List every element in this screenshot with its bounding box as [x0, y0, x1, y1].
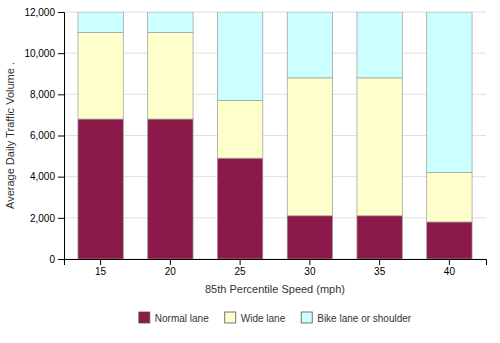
bar — [357, 12, 402, 78]
legend-label: Bike lane or shoulder — [317, 313, 412, 324]
grid-line — [64, 53, 486, 54]
tick-mark — [240, 259, 241, 265]
legend-label: Normal lane — [155, 313, 209, 324]
tick-label: 25 — [235, 266, 247, 277]
bar — [148, 12, 193, 33]
bar — [78, 33, 123, 119]
tick: 35 — [374, 259, 386, 277]
tick-label: 35 — [374, 266, 386, 277]
axis-line — [58, 13, 65, 260]
legend-label: Wide lane — [241, 313, 286, 324]
tick-mark — [100, 259, 101, 265]
chart: 0 2,000 4,000 6,000 8,000 10,000 12,000 15 20 25 3… — [0, 0, 500, 343]
tick-label: 6,000 — [30, 130, 55, 141]
tick: 40 — [444, 259, 456, 277]
tick-mark — [58, 12, 64, 13]
tick-mark — [309, 259, 310, 265]
x-axis-title: 85th Percentile Speed (mph) — [205, 283, 345, 295]
bar — [287, 78, 332, 216]
legend-swatch — [139, 312, 150, 323]
tick-mark — [58, 94, 64, 95]
tick: 30 — [304, 259, 316, 277]
tick-label: 2,000 — [30, 213, 55, 224]
grid-line — [64, 176, 486, 177]
grid-line — [64, 135, 486, 136]
series — [78, 12, 472, 173]
bar — [148, 33, 193, 119]
bar — [357, 216, 402, 259]
tick-mark — [58, 177, 64, 178]
tick-label: 12,000 — [24, 7, 55, 18]
tick-mark — [379, 259, 380, 265]
tick-label: 10,000 — [24, 48, 55, 59]
tick-mark — [58, 53, 64, 54]
tick-label: 15 — [95, 266, 107, 277]
grid-line — [64, 217, 486, 218]
tick: 2,000 — [30, 213, 64, 224]
tick-mark — [58, 218, 64, 219]
tick-label: 20 — [165, 266, 177, 277]
bar — [427, 173, 472, 222]
axis-line — [65, 260, 487, 266]
bar — [148, 119, 193, 259]
legend: Normal lane Wide lane Bike lane or shoulde… — [139, 312, 412, 324]
tick-label: 30 — [304, 266, 316, 277]
grid-line — [64, 12, 486, 13]
series — [78, 33, 472, 222]
legend-swatch — [225, 312, 236, 323]
tick: 0 — [49, 254, 64, 265]
tick: 12,000 — [24, 7, 64, 18]
tick: 6,000 — [30, 130, 64, 141]
tick-mark — [449, 259, 450, 265]
y-axis: 0 2,000 4,000 6,000 8,000 10,000 12,000 — [24, 7, 64, 265]
tick-label: 8,000 — [30, 89, 55, 100]
tick: 25 — [235, 259, 247, 277]
legend-swatch — [301, 312, 312, 323]
bar — [217, 101, 262, 159]
bar — [78, 12, 123, 33]
bars — [78, 12, 472, 259]
tick: 4,000 — [30, 171, 64, 182]
x-axis: 15 20 25 30 35 40 — [65, 259, 487, 277]
legend-item: Wide lane — [225, 312, 286, 324]
y-axis-title: Average Daily Traffic Volume . — [4, 62, 16, 209]
bar — [217, 158, 262, 259]
tick: 15 — [95, 259, 107, 277]
bar — [287, 12, 332, 78]
tick-label: 40 — [444, 266, 456, 277]
legend-item: Normal lane — [139, 312, 209, 324]
tick-label: 0 — [49, 254, 55, 265]
tick: 8,000 — [30, 89, 64, 100]
grid — [64, 12, 486, 259]
tick: 10,000 — [24, 48, 64, 59]
tick: 20 — [165, 259, 177, 277]
series — [78, 119, 472, 259]
plot-area: 0 2,000 4,000 6,000 8,000 10,000 12,000 15 20 25 3… — [24, 7, 486, 277]
tick-mark — [58, 259, 64, 260]
grid-line — [64, 94, 486, 95]
tick-mark — [170, 259, 171, 265]
bar — [217, 12, 262, 101]
tick-label: 4,000 — [30, 171, 55, 182]
bar — [287, 216, 332, 259]
legend-item: Bike lane or shoulder — [301, 312, 412, 324]
bar — [357, 78, 402, 216]
bar — [427, 12, 472, 173]
tick-mark — [58, 136, 64, 137]
bar — [78, 119, 123, 259]
bar — [427, 222, 472, 259]
